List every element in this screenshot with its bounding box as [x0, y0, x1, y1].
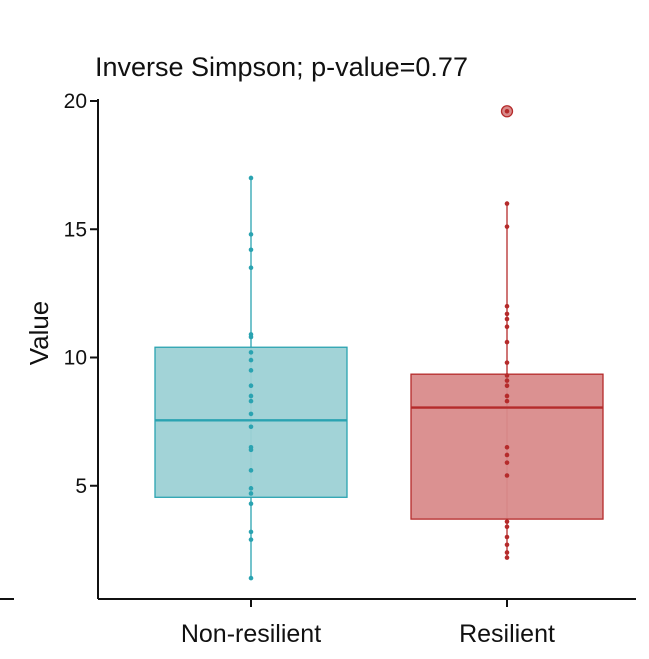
data-point-0-20 [248, 247, 254, 253]
data-point-0-21 [248, 232, 254, 237]
data-point-1-9 [504, 444, 510, 450]
data-point-1-5 [504, 519, 510, 524]
y-axis-label: Value [24, 301, 54, 366]
data-point-1-16 [504, 339, 510, 345]
data-point-1-22 [504, 201, 510, 206]
data-point-0-8 [248, 444, 254, 450]
data-point-1-20 [504, 303, 510, 309]
data-point-1-8 [504, 452, 510, 458]
data-point-0-6 [248, 468, 254, 473]
data-point-0-9 [248, 424, 254, 430]
data-point-0-15 [248, 357, 254, 363]
data-point-0-13 [248, 383, 254, 389]
y-tick-label-20: 20 [64, 90, 87, 113]
data-point-1-7 [504, 460, 510, 465]
data-point-1-6 [504, 473, 510, 478]
x-tick-label-0: Non-resilient [181, 620, 321, 648]
y-tick-label-10: 10 [64, 347, 87, 370]
data-point-1-12 [504, 383, 510, 389]
y-tick-label-15: 15 [64, 218, 87, 241]
data-point-1-18 [504, 316, 510, 322]
data-point-1-4 [504, 524, 510, 530]
data-point-1-13 [504, 378, 510, 383]
y-axis: 5 10 15 20 [64, 90, 99, 599]
data-point-0-22 [248, 175, 254, 181]
data-point-0-1 [248, 537, 254, 542]
data-point-0-10 [248, 411, 254, 417]
x-tick-label-1: Resilient [459, 620, 555, 648]
data-point-0-4 [248, 491, 254, 496]
data-point-0-19 [248, 265, 254, 271]
data-point-1-14 [504, 373, 510, 378]
data-point-0-5 [248, 486, 254, 491]
data-point-0-2 [248, 529, 254, 535]
data-point-1-15 [504, 360, 510, 365]
data-point-1-19 [504, 311, 510, 317]
data-point-0-14 [248, 368, 254, 373]
data-point-1-0 [504, 555, 510, 560]
data-point-1-11 [504, 393, 510, 399]
data-point-1-3 [504, 534, 510, 540]
outlier-point-1-0 [504, 108, 510, 114]
x-axis: Non-resilient Resilient [98, 598, 636, 648]
data-point-0-16 [248, 350, 254, 355]
box-group-1 [410, 105, 604, 560]
data-point-1-2 [504, 542, 510, 548]
boxes-layer [154, 105, 604, 581]
chart-title: Inverse Simpson; p-value=0.77 [95, 52, 468, 82]
box-group-0 [154, 175, 348, 581]
data-point-1-1 [504, 550, 510, 555]
data-point-1-10 [504, 398, 510, 404]
data-point-0-3 [248, 501, 254, 507]
data-point-1-21 [504, 224, 510, 229]
data-point-0-0 [248, 575, 254, 581]
data-point-1-17 [504, 324, 510, 330]
data-point-0-12 [248, 393, 254, 399]
y-tick-label-5: 5 [75, 475, 87, 498]
data-point-0-18 [248, 332, 254, 337]
data-point-0-11 [248, 398, 254, 404]
